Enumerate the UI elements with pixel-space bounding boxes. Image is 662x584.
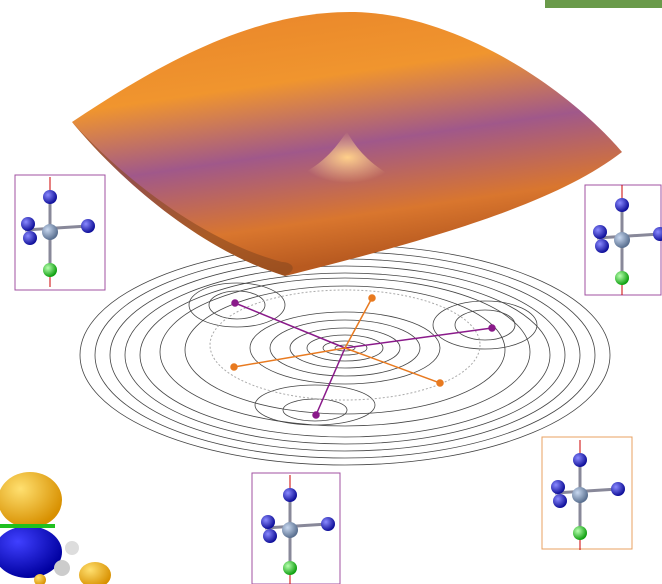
point <box>230 363 238 371</box>
atom <box>65 541 79 555</box>
lobe <box>0 472 62 528</box>
contour <box>188 282 286 328</box>
contour <box>139 272 551 438</box>
contour <box>269 319 421 377</box>
contour <box>432 300 538 350</box>
point <box>436 379 444 387</box>
contour <box>249 311 441 385</box>
point <box>312 411 320 419</box>
peak <box>300 132 395 183</box>
vector <box>315 347 346 416</box>
bond <box>0 524 55 528</box>
contour-map <box>79 244 611 466</box>
lobe <box>0 526 62 578</box>
path-circle <box>209 289 481 401</box>
point <box>368 294 376 302</box>
vector <box>344 297 373 349</box>
contour <box>454 309 516 341</box>
corner-bar <box>545 0 662 8</box>
atom <box>54 560 70 576</box>
contour <box>124 265 566 445</box>
vector <box>344 327 493 349</box>
contour <box>159 277 531 427</box>
point <box>488 324 496 332</box>
contour <box>334 344 356 352</box>
energy-surface <box>72 11 622 276</box>
surface-edge <box>72 122 293 276</box>
point <box>231 299 239 307</box>
purple-vectors <box>231 299 496 419</box>
vector <box>233 347 346 368</box>
lobe <box>79 562 111 584</box>
contour <box>289 327 401 369</box>
orange-vectors <box>230 294 444 387</box>
lobe <box>34 574 46 584</box>
contour <box>322 340 368 356</box>
contour <box>254 384 376 426</box>
orbital <box>0 472 111 584</box>
vector <box>344 347 441 384</box>
vector <box>234 302 346 349</box>
contour <box>306 334 384 362</box>
contour <box>208 290 266 320</box>
